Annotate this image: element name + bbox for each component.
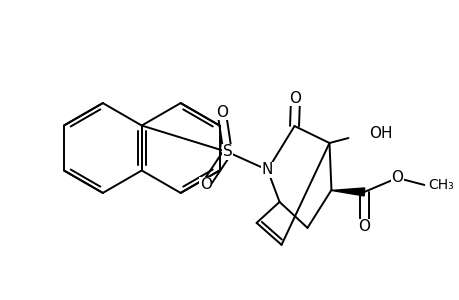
Text: CH₃: CH₃ [427, 178, 453, 192]
Polygon shape [331, 188, 364, 196]
Text: O: O [215, 105, 227, 120]
Text: O: O [358, 219, 369, 234]
Text: O: O [289, 91, 301, 106]
Text: S: S [222, 145, 232, 160]
Text: O: O [391, 170, 403, 185]
Text: N: N [261, 163, 273, 178]
Text: O: O [199, 177, 211, 192]
Text: OH: OH [369, 125, 392, 140]
